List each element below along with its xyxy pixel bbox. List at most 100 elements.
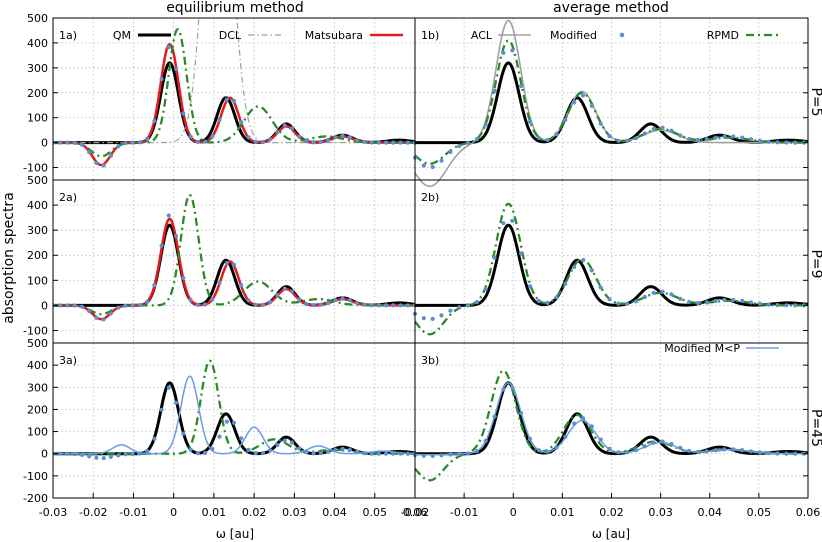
point-modified: [527, 284, 533, 289]
point-modified: [775, 140, 780, 145]
point-modified: [731, 447, 736, 452]
point-modified: [195, 139, 200, 144]
point-modified: [318, 139, 323, 144]
point-modified: [510, 48, 515, 53]
row-label-p45: P=45: [808, 409, 822, 447]
point-modified: [704, 300, 709, 305]
point-modified: [174, 400, 179, 405]
point-modified: [108, 153, 113, 158]
point-modified: [369, 451, 374, 456]
x-tick-label-left: 0.04: [322, 506, 347, 519]
point-modified: [439, 453, 444, 458]
point-modified: [391, 140, 396, 145]
point-modified: [391, 303, 396, 308]
y-tick-label: 400: [27, 199, 48, 212]
point-modified: [748, 300, 754, 305]
point-modified: [268, 300, 273, 305]
point-modified: [757, 301, 763, 306]
point-modified: [297, 134, 302, 139]
point-modified: [246, 298, 251, 303]
row-label-p9: P=9: [808, 249, 822, 278]
point-modified: [616, 301, 621, 306]
point-modified: [130, 140, 135, 145]
point-modified: [580, 416, 586, 421]
panel-label: 3b): [421, 354, 439, 367]
y-tick-label: 200: [27, 87, 48, 100]
y-tick-label: 200: [27, 403, 48, 416]
point-modified: [72, 303, 77, 308]
legend-layer: 1a) 1b) 2a) 2b) 3a) 3b) QM DCL Matsubara ACL Modif…: [59, 29, 779, 367]
y-tick-label: 500: [27, 174, 48, 187]
point-modified: [448, 452, 453, 457]
point-modified: [188, 297, 193, 302]
point-modified: [231, 262, 237, 267]
point-modified: [217, 280, 222, 285]
y-tick-label: 300: [27, 224, 48, 237]
point-modified: [625, 301, 630, 306]
point-modified: [275, 292, 280, 298]
x-tick-label-left: 0.03: [282, 506, 307, 519]
panel-label: 3a): [59, 354, 77, 367]
point-modified: [217, 117, 222, 122]
point-modified: [210, 134, 215, 139]
point-modified: [448, 149, 453, 155]
point-modified: [174, 66, 179, 72]
point-modified: [58, 303, 63, 308]
column-title-right: average method: [553, 0, 669, 16]
point-modified: [678, 133, 683, 138]
point-modified: [311, 451, 316, 456]
point-modified: [398, 451, 403, 456]
y-axis-label: absorption spectra: [1, 192, 17, 324]
point-modified: [421, 163, 426, 168]
point-modified: [501, 221, 506, 226]
point-modified: [391, 451, 396, 456]
point-modified: [793, 451, 798, 456]
point-modified: [210, 297, 215, 302]
x-tick-label-right: -0.01: [450, 506, 478, 519]
point-modified: [130, 451, 135, 456]
point-modified: [740, 135, 745, 140]
point-modified: [58, 451, 63, 456]
point-modified: [224, 97, 229, 102]
point-modified: [642, 294, 648, 300]
series-line-qm-3a: [53, 381, 416, 456]
point-modified: [116, 453, 121, 458]
point-modified: [383, 140, 389, 145]
point-modified: [79, 452, 85, 457]
point-modified: [607, 446, 612, 451]
point-modified: [457, 451, 462, 457]
curves-layer: [53, 18, 808, 482]
point-modified: [202, 302, 208, 307]
point-modified: [519, 83, 524, 89]
point-modified: [181, 111, 186, 116]
point-modified: [275, 129, 280, 135]
point-modified: [398, 303, 403, 308]
point-modified: [65, 451, 70, 456]
point-modified: [457, 305, 462, 310]
point-modified: [474, 300, 479, 305]
point-modified: [87, 454, 92, 459]
point-modified: [304, 450, 309, 455]
point-modified: [625, 138, 630, 143]
series-line-matsubara-1a: [53, 42, 416, 167]
point-modified: [159, 407, 164, 412]
point-modified: [253, 139, 258, 144]
grid-layer: [53, 17, 808, 499]
point-modified: [572, 421, 577, 426]
point-modified: [554, 295, 559, 300]
point-modified: [536, 298, 541, 304]
point-modified: [87, 149, 92, 155]
point-modified: [239, 283, 244, 288]
y-tick-label: -100: [23, 470, 48, 483]
point-modified: [642, 444, 648, 449]
panel-label: 2b): [421, 191, 439, 204]
point-modified: [311, 140, 316, 145]
x-tick-label-left: -0.03: [39, 506, 67, 519]
point-modified: [775, 451, 780, 456]
point-modified: [347, 447, 352, 452]
point-modified: [405, 451, 410, 456]
y-tick-label: -200: [23, 492, 48, 505]
point-modified: [589, 424, 594, 429]
point-modified: [268, 137, 273, 142]
